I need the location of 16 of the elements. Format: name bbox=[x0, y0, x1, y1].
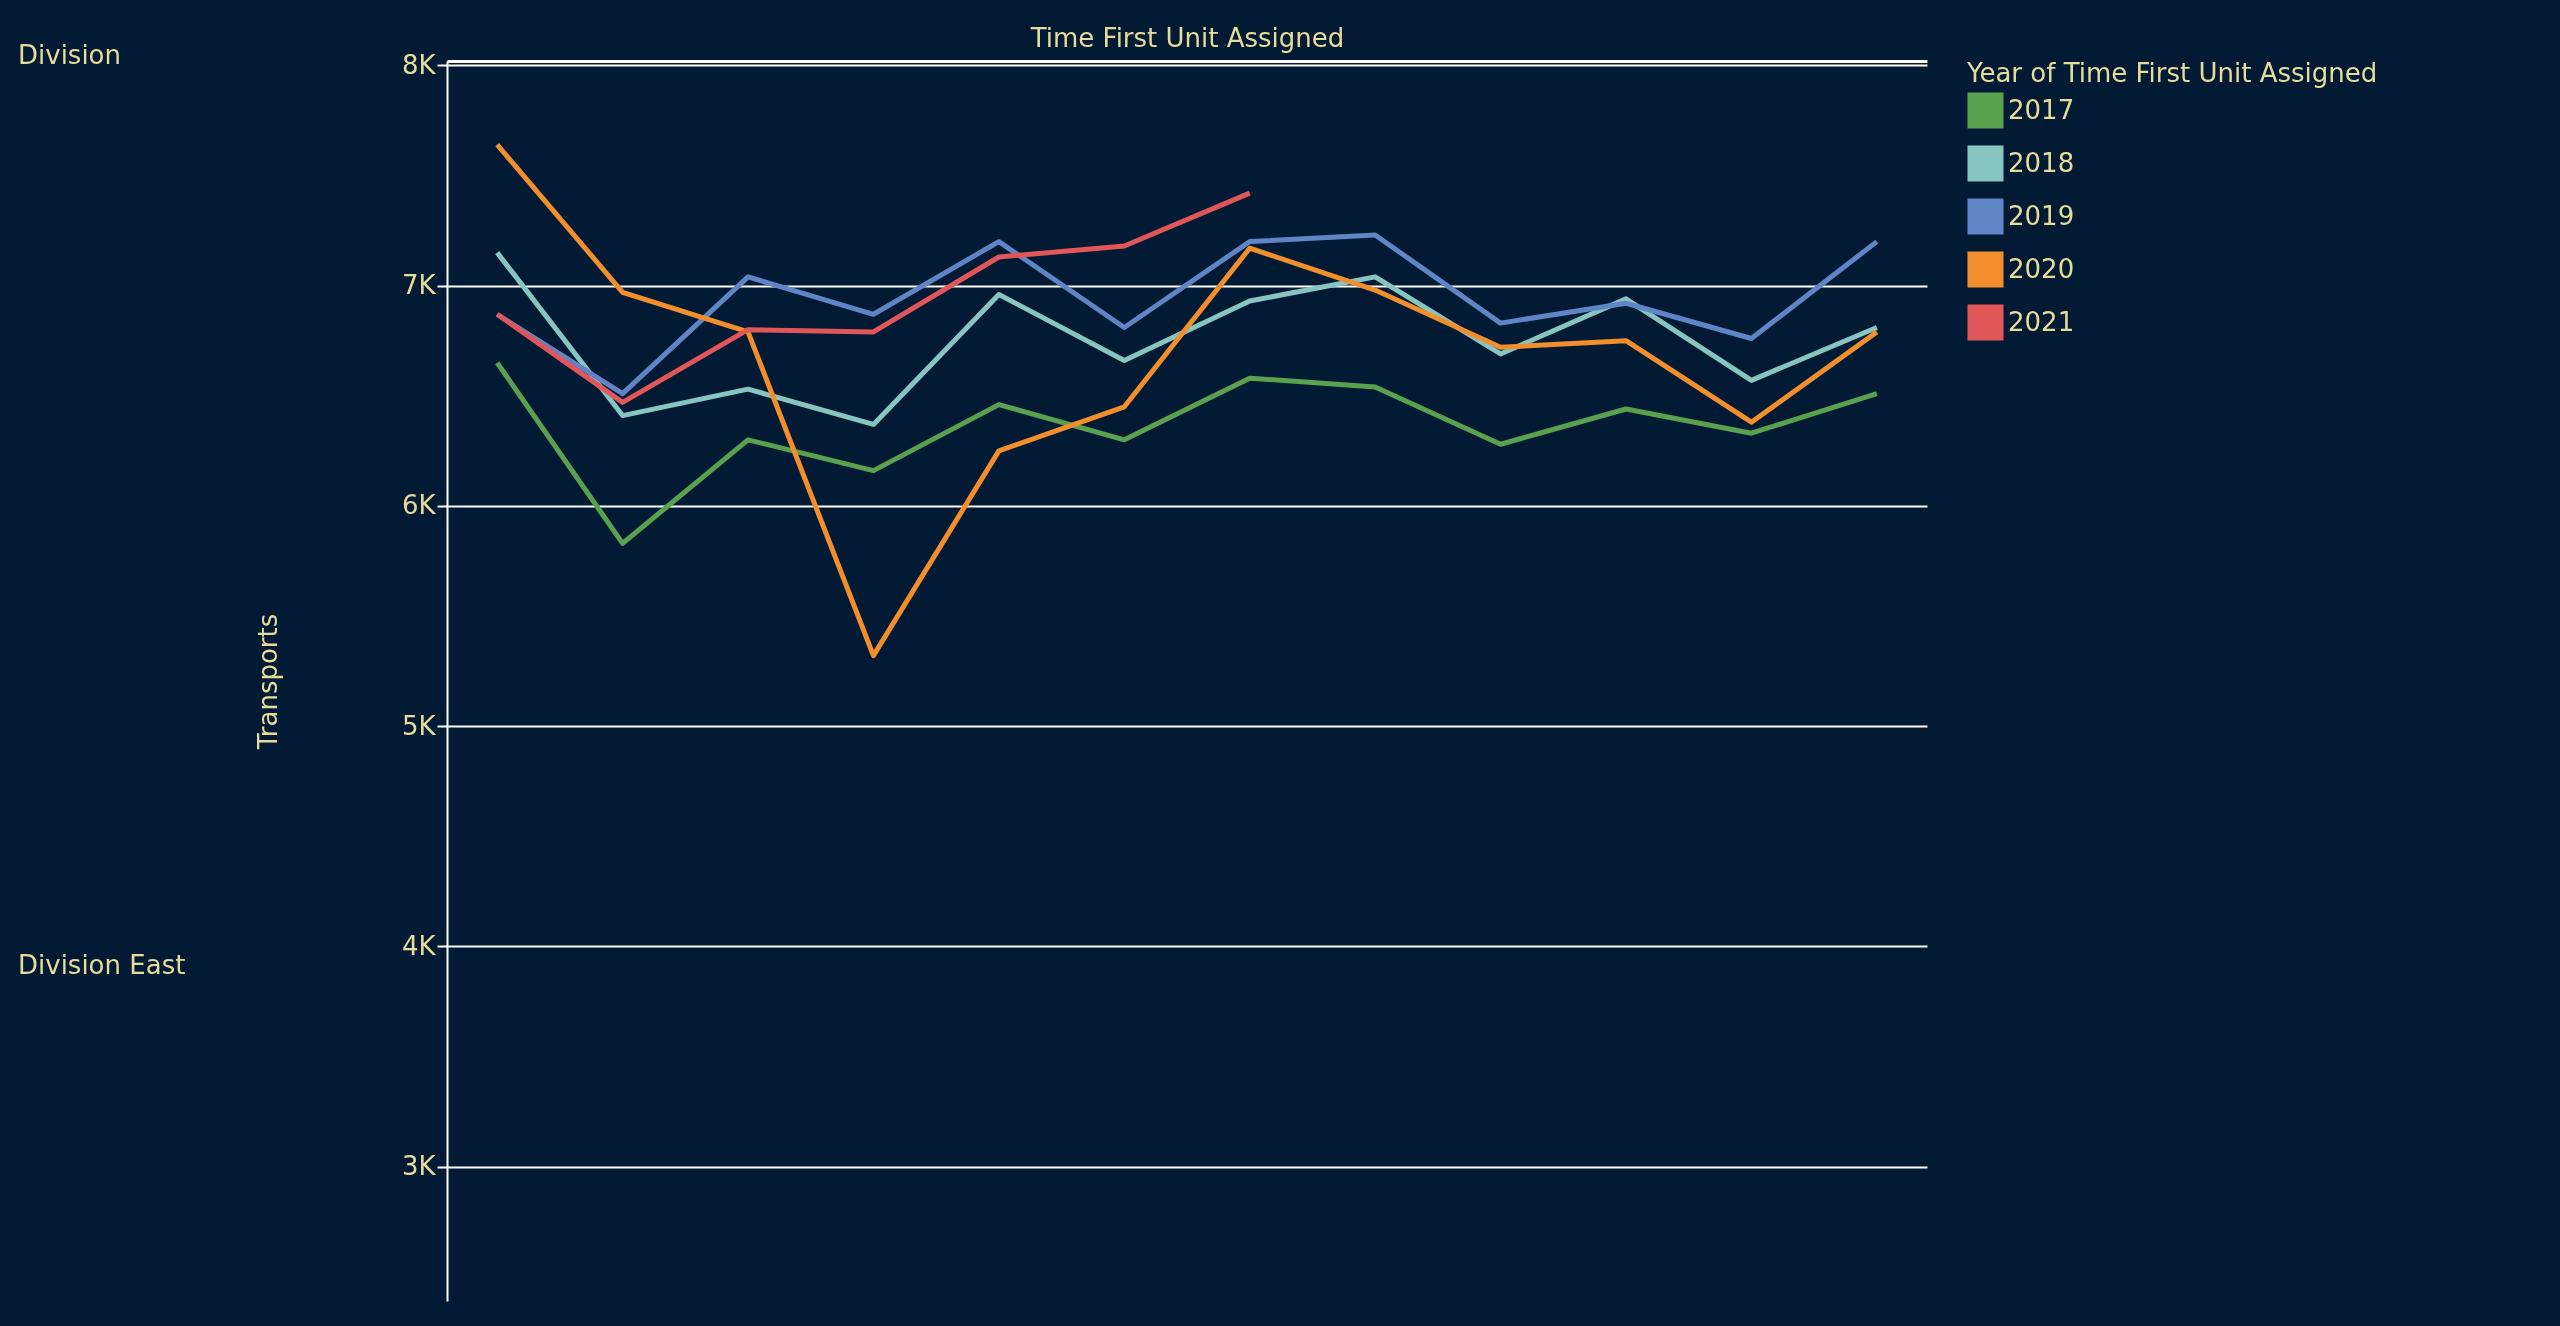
y-tick-label: 4K bbox=[401, 930, 437, 961]
legend-label: 2020 bbox=[2008, 253, 2075, 284]
x-axis-title: Time First Unit Assigned bbox=[1029, 22, 1345, 53]
y-tick-label: 7K bbox=[401, 270, 437, 301]
legend-title: Year of Time First Unit Assigned bbox=[1966, 58, 2378, 88]
y-tick-label: 8K bbox=[401, 49, 437, 80]
text: Division bbox=[18, 40, 122, 70]
y-tick-label: 3K bbox=[401, 1151, 437, 1182]
y-tick-label: 5K bbox=[401, 710, 437, 741]
y-axis-title: Transports bbox=[252, 613, 283, 751]
y-tick-label: 6K bbox=[401, 490, 437, 521]
text: Division East bbox=[18, 950, 186, 980]
legend-label: 2019 bbox=[2008, 200, 2075, 231]
legend-label: 2018 bbox=[2008, 147, 2075, 178]
legend-label: 2021 bbox=[2008, 306, 2075, 337]
legend-label: 2017 bbox=[2008, 94, 2075, 125]
